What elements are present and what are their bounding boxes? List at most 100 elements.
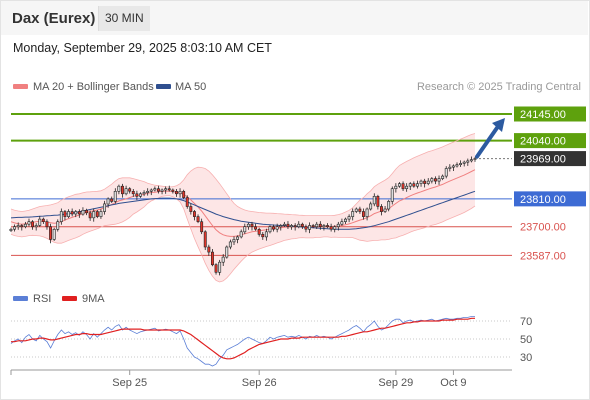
candle-up	[92, 211, 96, 219]
candle-up	[372, 196, 376, 205]
x-tick-label: Sep 26	[242, 377, 277, 389]
candle-up	[9, 229, 13, 231]
candle-down	[412, 183, 416, 187]
candle-up	[23, 223, 27, 227]
candle-down	[185, 197, 189, 207]
candle-up	[354, 208, 358, 212]
candle-up	[340, 221, 344, 225]
candle-up	[336, 223, 340, 227]
candle-down	[128, 188, 132, 192]
candle-up	[13, 226, 16, 230]
candle-up	[178, 191, 182, 195]
candle-up	[160, 189, 164, 192]
bollinger-legend-label: MA 20 + Bollinger Bands	[33, 81, 154, 93]
candle-down	[167, 188, 171, 191]
candle-up	[387, 201, 391, 210]
time-axis: Sep 25 Sep 26 Sep 29 Oct 9	[10, 369, 512, 389]
candle-down	[31, 221, 34, 228]
resistance-label: 24145.00	[520, 109, 566, 121]
rsi-panel: 70 50 30	[10, 316, 532, 367]
candle-down	[261, 234, 265, 238]
candle-up	[466, 160, 470, 163]
candle-down	[85, 210, 89, 214]
ma50-line	[10, 190, 476, 230]
candle-down	[70, 211, 74, 215]
candle-up	[59, 211, 63, 222]
timeframe-badge[interactable]: 30 MIN	[98, 6, 150, 31]
candle-up	[225, 246, 229, 258]
candle-down	[110, 198, 114, 202]
candle-up	[322, 225, 326, 228]
credit-text: Research © 2025 Trading Central	[417, 81, 581, 93]
candle-down	[135, 193, 139, 197]
rsi-tick-label: 70	[520, 316, 532, 328]
candle-down	[300, 223, 304, 227]
candle-down	[361, 211, 365, 217]
candle-up	[308, 225, 311, 230]
candle-up	[365, 208, 369, 217]
candle-down	[433, 178, 437, 182]
candle-up	[146, 191, 150, 193]
candle-up	[290, 225, 293, 228]
candle-up	[430, 178, 434, 182]
chart-header: Dax (Eurex) 30 MIN	[1, 1, 588, 35]
candles	[9, 156, 477, 276]
candle-up	[279, 225, 283, 228]
ma9-legend-label: 9MA	[82, 293, 105, 305]
candle-up	[153, 188, 157, 191]
candle-down	[41, 218, 45, 222]
candle-up	[74, 211, 78, 215]
candle-up	[282, 223, 286, 226]
candle-down	[121, 185, 124, 195]
candle-up	[103, 203, 107, 212]
pivot-label-box	[514, 191, 586, 207]
candle-down	[193, 211, 196, 217]
rsi-tick-label: 50	[520, 334, 532, 346]
candle-up	[38, 218, 42, 226]
x-tick-label: Sep 29	[378, 377, 413, 389]
candle-up	[426, 180, 430, 184]
candle-up	[52, 229, 56, 240]
candle-up	[139, 193, 142, 197]
resistance-label-box	[514, 106, 586, 122]
pivot-label: 23810.00	[520, 194, 566, 206]
bollinger-legend-swatch	[13, 84, 28, 89]
level-labels: 24145.00 24040.00 23969.00 23810.00 23700.00…	[514, 106, 586, 262]
candle-down	[304, 226, 308, 230]
instrument-title: Dax (Eurex)	[12, 10, 96, 27]
candle-down	[131, 191, 135, 195]
candle-up	[455, 164, 459, 167]
candle-down	[211, 251, 214, 266]
candle-up	[236, 236, 239, 240]
candle-up	[264, 231, 268, 238]
rsi-legend-swatch	[13, 296, 28, 301]
rsi-legend-label: RSI	[33, 293, 51, 305]
candle-up	[315, 223, 319, 227]
resistance-label: 24040.00	[520, 136, 566, 148]
candle-up	[469, 159, 473, 162]
indicator-lines	[10, 133, 476, 283]
candle-up	[333, 226, 337, 230]
candle-up	[351, 211, 355, 217]
candle-up	[16, 225, 20, 228]
current-label: 23969.00	[520, 154, 566, 166]
candle-down	[171, 189, 175, 192]
ma50-legend-label: MA 50	[175, 81, 206, 93]
candle-up	[27, 221, 31, 225]
candle-down	[182, 191, 186, 198]
candle-up	[297, 223, 301, 227]
rsi-ma-line	[11, 317, 475, 360]
candle-down	[49, 226, 53, 240]
forecast-arrow	[475, 118, 505, 159]
ma9-legend-swatch	[62, 296, 77, 301]
candle-down	[272, 226, 275, 230]
candle-down	[401, 183, 405, 190]
candle-up	[124, 188, 128, 195]
candle-up	[444, 168, 448, 177]
candle-up	[243, 226, 247, 233]
candle-down	[196, 216, 200, 223]
rsi-legend: RSI 9MA	[13, 293, 105, 305]
candle-up	[221, 256, 225, 263]
candle-up	[81, 210, 85, 215]
